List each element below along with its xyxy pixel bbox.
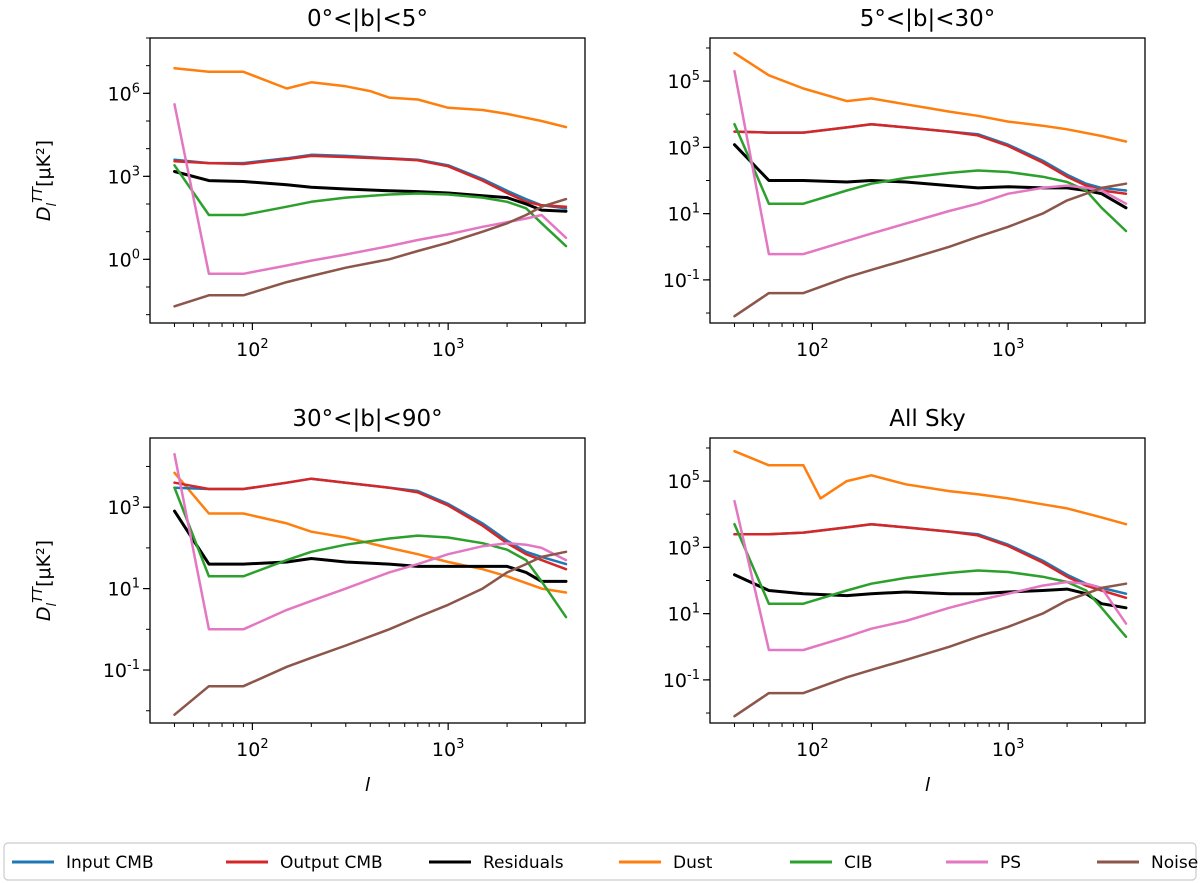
y-tick-label: 106: [108, 81, 140, 105]
axes-frame: [149, 437, 586, 724]
series-line-cib: [733, 122, 1128, 233]
plot-area: [733, 51, 1128, 318]
y-tick-label: 101: [108, 577, 140, 601]
series-line-output-cmb: [733, 522, 1128, 600]
panel-title: 0°<|b|<5°: [307, 6, 428, 32]
legend-label: Residuals: [483, 853, 564, 873]
y-axis-label: DlTT[μK²]: [31, 140, 60, 221]
series-line-ps: [733, 499, 1128, 652]
series-line-dust: [733, 449, 1128, 526]
y-tick-label: 101: [668, 602, 700, 626]
x-axis-label: l: [925, 774, 931, 796]
y-tick-label: 101: [668, 202, 700, 226]
legend-label: Output CMB: [280, 853, 383, 873]
x-tick-label: 102: [236, 337, 268, 361]
chart-panel-3: All Sky 102 103 10-1 101 103 105 l: [663, 406, 1146, 796]
x-tick-label: 102: [796, 337, 828, 361]
plot-area: [173, 452, 568, 716]
series-line-noise: [173, 197, 568, 308]
series-line-ps: [173, 103, 568, 276]
legend-label: Noise: [1151, 853, 1198, 873]
series-line-noise: [733, 182, 1128, 318]
legend-box: [3, 842, 1197, 881]
y-tick-label: 100: [108, 247, 140, 271]
y-tick-label: 105: [668, 69, 700, 93]
series-line-cib: [733, 522, 1128, 639]
chart-panel-1: 5°<|b|<30° 102 103 10-1 101 103 105: [663, 6, 1146, 361]
x-axis-label: l: [365, 774, 371, 796]
series-line-dust: [733, 51, 1128, 143]
series-line-noise: [173, 550, 568, 716]
y-tick-label: 10-1: [103, 658, 140, 682]
series-line-output-cmb: [173, 154, 568, 208]
legend-label: CIB: [844, 853, 873, 873]
y-tick-label: 103: [108, 164, 140, 188]
series-line-noise: [733, 582, 1128, 718]
y-tick-label: 10-1: [663, 268, 700, 292]
plot-area: [173, 67, 568, 308]
series-line-ps: [173, 452, 568, 631]
series-line-output-cmb: [733, 122, 1128, 195]
axes-frame: [149, 37, 586, 324]
series-line-ps: [733, 69, 1128, 256]
chart-panel-0: 0°<|b|<5° 102 103 100 103 106 DlTT[μK²]: [31, 6, 586, 361]
legend-label: Input CMB: [66, 853, 154, 873]
series-line-output-cmb: [173, 477, 568, 571]
y-tick-label: 103: [108, 495, 140, 519]
y-axis-label: DlTT[μK²]: [31, 540, 60, 621]
y-tick-label: 105: [668, 469, 700, 493]
x-tick-label: 103: [992, 337, 1024, 361]
legend-label: Dust: [673, 853, 713, 873]
legend: Input CMB Output CMB Residuals Dust CIB PS Noi…: [3, 842, 1198, 881]
panel-title: 30°<|b|<90°: [292, 406, 442, 432]
x-tick-label: 103: [432, 737, 464, 761]
plot-area: [733, 449, 1128, 718]
legend-label: PS: [1000, 853, 1021, 873]
panel-title: 5°<|b|<30°: [860, 6, 996, 32]
y-tick-label: 10-1: [663, 668, 700, 692]
series-line-input-cmb: [173, 477, 568, 566]
chart-panel-2: 30°<|b|<90° 102 103 10-1 101 103 DlTT[μK²] l: [31, 406, 586, 796]
series-line-residuals: [733, 573, 1128, 610]
series-line-cib: [173, 164, 568, 248]
series-line-dust: [173, 471, 568, 594]
series-line-residuals: [173, 509, 568, 583]
panel-title: All Sky: [889, 406, 966, 432]
x-tick-label: 102: [236, 737, 268, 761]
x-tick-label: 103: [432, 337, 464, 361]
series-line-residuals: [173, 170, 568, 213]
series-line-dust: [173, 67, 568, 129]
y-tick-label: 103: [668, 135, 700, 159]
series-line-cib: [173, 486, 568, 619]
x-tick-label: 103: [992, 737, 1024, 761]
y-tick-label: 103: [668, 535, 700, 559]
x-tick-label: 102: [796, 737, 828, 761]
